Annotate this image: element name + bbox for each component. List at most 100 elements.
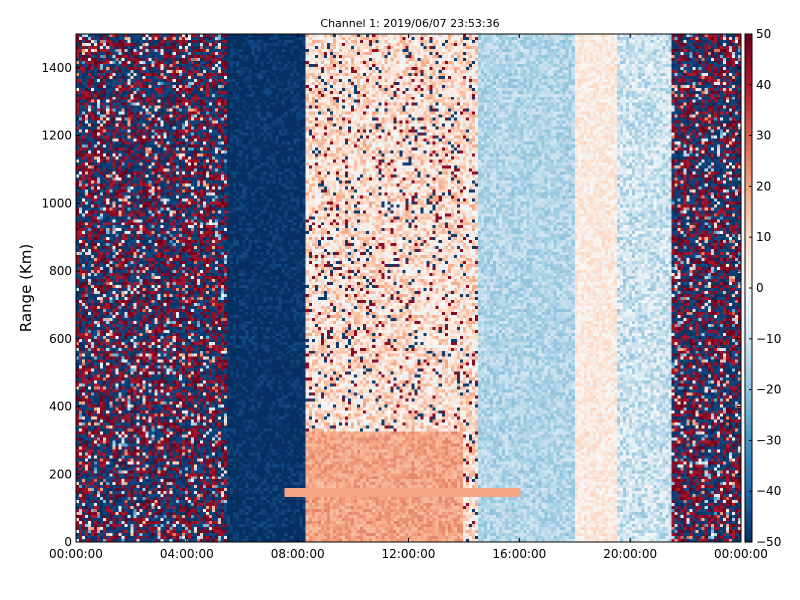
heatmap-plot-area (76, 34, 741, 542)
colorbar-segment (745, 323, 752, 330)
colorbar-segment (745, 125, 752, 132)
colorbar-segment (745, 328, 752, 335)
colorbar-segment (745, 110, 752, 116)
colorbar-segment (745, 186, 752, 193)
colorbar-segment (745, 440, 752, 447)
colorbar-tick-label: −50 (756, 535, 781, 549)
colorbar-tick-label: 50 (756, 27, 771, 41)
colorbar-segment (745, 359, 752, 365)
colorbar-segment (745, 267, 752, 274)
colorbar-segment (745, 288, 752, 294)
colorbar-segment (745, 59, 752, 66)
colorbar-segment (745, 415, 752, 421)
colorbar-segment (745, 69, 752, 76)
colorbar-segment (745, 394, 752, 401)
colorbar-segment (745, 374, 752, 381)
colorbar-segment (745, 496, 752, 502)
colorbar-segment (745, 211, 752, 218)
colorbar-segment (745, 506, 752, 513)
colorbar-segment (745, 399, 752, 406)
colorbar-segment (745, 140, 752, 147)
colorbar-segment (745, 237, 752, 243)
colorbar-segment (745, 247, 752, 254)
colorbar-segment (745, 389, 752, 396)
colorbar-segment (745, 155, 752, 162)
colorbar-segment (745, 176, 752, 182)
colorbar-segment (745, 313, 752, 320)
colorbar-segment (745, 196, 752, 203)
colorbar-segment (745, 460, 752, 467)
colorbar-segment (745, 536, 752, 543)
colorbar-segment (745, 531, 752, 538)
y-tick-label: 1200 (41, 129, 72, 143)
y-tick-label: 200 (49, 467, 72, 481)
colorbar-segment (745, 74, 752, 81)
colorbar-segment (745, 216, 752, 223)
colorbar-segment (745, 348, 752, 355)
colorbar-segment (745, 343, 752, 350)
colorbar-segment (745, 115, 752, 121)
colorbar-tick-label: −30 (756, 433, 781, 447)
colorbar-segment (745, 201, 752, 208)
colorbar-segment (745, 84, 752, 91)
colorbar-segment (745, 145, 752, 152)
colorbar-segment (745, 404, 752, 411)
colorbar-segment (745, 491, 752, 497)
colorbar-segment (745, 54, 752, 60)
colorbar-segment (745, 465, 752, 472)
colorbar-segment (745, 206, 752, 213)
colorbar-segment (745, 409, 752, 416)
colorbar-tick-label: 40 (756, 78, 771, 92)
colorbar-segment (745, 445, 752, 452)
colorbar-segment (745, 257, 752, 264)
colorbar-tick-label: 20 (756, 179, 771, 193)
colorbar-segment (745, 318, 752, 325)
colorbar-segment (745, 191, 752, 198)
colorbar-segment (745, 420, 752, 426)
colorbar-segment (745, 435, 752, 441)
colorbar-segment (745, 64, 752, 71)
colorbar-segment (745, 166, 752, 172)
colorbar-segment (745, 338, 752, 345)
colorbar-axis: −50 −40 −30 −20 −10 0 10 20 30 40 50 (749, 27, 781, 549)
y-tick-label: 600 (49, 332, 72, 346)
x-tick-label: 08:00:00 (271, 547, 325, 561)
colorbar-segment (745, 516, 752, 523)
x-tick-label: 00:00:00 (714, 547, 768, 561)
colorbar-segment (745, 135, 752, 142)
colorbar-segment (745, 333, 752, 340)
chart-title: Channel 1: 2019/06/07 23:53:36 (320, 17, 499, 30)
colorbar-tick-label: −20 (756, 383, 781, 397)
x-tick-label: 04:00:00 (160, 547, 214, 561)
colorbar-segment (745, 252, 752, 259)
colorbar-segment (745, 44, 752, 50)
colorbar-segment (745, 486, 752, 492)
colorbar-segment (745, 379, 752, 386)
heatmap-cells (76, 34, 741, 542)
colorbar-segment (745, 232, 752, 238)
x-tick-label: 20:00:00 (603, 547, 657, 561)
colorbar-segment (745, 130, 752, 137)
colorbar-segment (745, 430, 752, 436)
colorbar-segment (745, 221, 752, 228)
y-axis: 0 200 400 600 800 1000 1200 1400 (41, 61, 741, 549)
colorbar-segment (745, 298, 752, 304)
colorbar-segment (745, 100, 752, 106)
colorbar-segment (745, 262, 752, 269)
colorbar-segment (745, 470, 752, 477)
colorbar-segment (745, 272, 752, 279)
colorbar-segment (745, 364, 752, 370)
colorbar-segment (745, 455, 752, 462)
colorbar-segment (745, 308, 752, 314)
colorbar-segment (745, 303, 752, 309)
y-tick-label: 400 (49, 400, 72, 414)
colorbar-tick-label: −40 (756, 484, 781, 498)
colorbar-segment (745, 425, 752, 431)
y-tick-label: 1400 (41, 61, 72, 75)
x-tick-label: 16:00:00 (492, 547, 546, 561)
y-tick-label: 800 (49, 264, 72, 278)
colorbar-segment (745, 354, 752, 360)
x-tick-label: 12:00:00 (382, 547, 436, 561)
colorbar-segment (745, 161, 752, 167)
